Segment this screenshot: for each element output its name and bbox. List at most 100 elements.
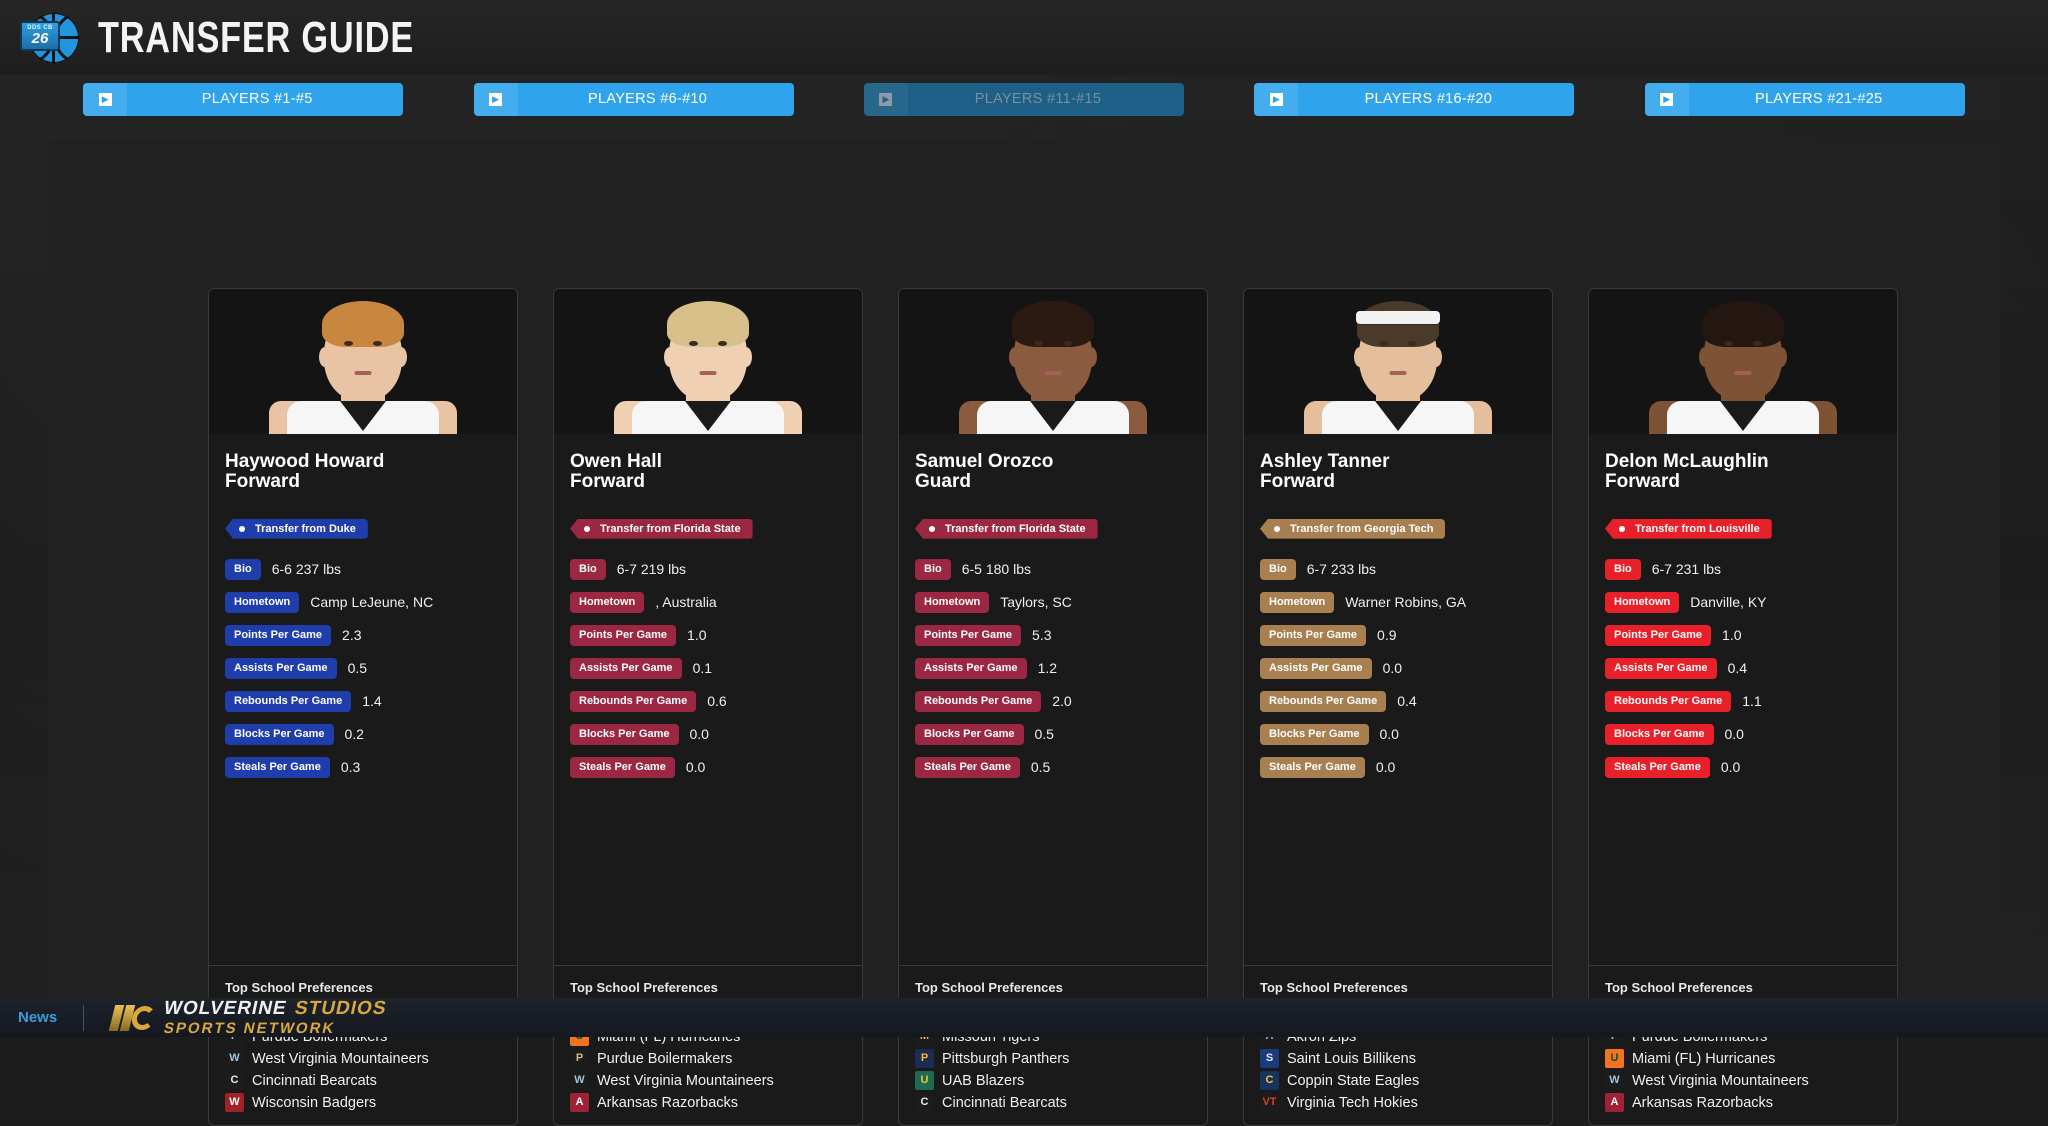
stat-label-assists: Assists Per Game — [570, 658, 682, 679]
school-name: Miami (FL) Hurricanes — [1632, 1051, 1775, 1067]
footer-brand-word2: STUDIOS — [293, 998, 389, 1020]
stat-label-rebounds: Rebounds Per Game — [1260, 691, 1386, 712]
stat-value-blocks: 0.0 — [1380, 726, 1399, 742]
stat-label-rebounds: Rebounds Per Game — [915, 691, 1041, 712]
logo-year-text: 26 — [32, 31, 49, 46]
player-portrait — [899, 289, 1207, 434]
stat-value-points: 1.0 — [1722, 627, 1741, 643]
transfer-label: Transfer from Georgia Tech — [1290, 523, 1433, 535]
westvirginia-logo: W — [570, 1071, 589, 1090]
tab-players-range-2[interactable]: ▶PLAYERS #6-#10 — [474, 83, 794, 116]
transfer-label: Transfer from Florida State — [945, 523, 1086, 535]
stat-label-hometown: Hometown — [1260, 592, 1334, 613]
school-preference-item[interactable]: AArkansas Razorbacks — [570, 1093, 846, 1112]
school-preference-item[interactable]: WWisconsin Badgers — [225, 1093, 501, 1112]
stat-value-points: 1.0 — [687, 627, 706, 643]
stat-value-steals: 0.5 — [1031, 759, 1050, 775]
school-name: West Virginia Mountaineers — [597, 1073, 774, 1089]
tab-label: PLAYERS #16-#20 — [1298, 91, 1574, 107]
school-name: Arkansas Razorbacks — [597, 1095, 738, 1111]
footer-brand-word1: WOLVERINE — [162, 998, 289, 1020]
school-name: Pittsburgh Panthers — [942, 1051, 1069, 1067]
bullet-dot-icon — [239, 526, 245, 532]
tab-players-range-3[interactable]: ▶PLAYERS #11-#15 — [864, 83, 1184, 116]
stat-label-points: Points Per Game — [915, 625, 1021, 646]
stat-value-assists: 0.5 — [348, 660, 367, 676]
stat-value-blocks: 0.0 — [690, 726, 709, 742]
prefs-heading: Top School Preferences — [1605, 980, 1881, 995]
stat-label-hometown: Hometown — [1605, 592, 1679, 613]
stat-label-points: Points Per Game — [1605, 625, 1711, 646]
stat-value-points: 2.3 — [342, 627, 361, 643]
play-arrow-icon: ▶ — [864, 83, 908, 116]
page-title: TRANSFER GUIDE — [98, 13, 414, 63]
logo-year-badge: DDS CB 26 — [20, 21, 60, 51]
stat-value-hometown: , Australia — [655, 594, 716, 610]
player-position: Forward — [1260, 472, 1536, 492]
bullet-dot-icon — [1274, 526, 1280, 532]
school-preference-item[interactable]: VT Virginia Tech Hokies — [1260, 1093, 1536, 1112]
tab-players-range-5[interactable]: ▶PLAYERS #21-#25 — [1645, 83, 1965, 116]
transfer-label: Transfer from Florida State — [600, 523, 741, 535]
tab-players-range-4[interactable]: ▶PLAYERS #16-#20 — [1254, 83, 1574, 116]
stat-label-steals: Steals Per Game — [915, 757, 1020, 778]
player-name: Delon McLaughlin — [1605, 452, 1881, 472]
school-name: Virginia Tech Hokies — [1287, 1095, 1418, 1111]
player-name: Samuel Orozco — [915, 452, 1191, 472]
tab-label: PLAYERS #1-#5 — [127, 91, 403, 107]
footer-news-link[interactable]: News — [10, 1009, 57, 1026]
stat-value-hometown: Taylors, SC — [1000, 594, 1072, 610]
transfer-badge: Transfer from Duke — [225, 519, 368, 539]
tab-players-range-1[interactable]: ▶PLAYERS #1-#5 — [83, 83, 403, 116]
stat-label-assists: Assists Per Game — [1605, 658, 1717, 679]
bullet-dot-icon — [584, 526, 590, 532]
arkansas-logo: A — [1605, 1093, 1624, 1112]
stat-label-rebounds: Rebounds Per Game — [1605, 691, 1731, 712]
stat-value-blocks: 0.0 — [1725, 726, 1744, 742]
vatech-logo: VT — [1260, 1093, 1279, 1112]
player-name: Haywood Howard — [225, 452, 501, 472]
school-preference-item[interactable]: AArkansas Razorbacks — [1605, 1093, 1881, 1112]
stat-value-bio: 6-7 231 lbs — [1652, 561, 1721, 577]
tab-label: PLAYERS #21-#25 — [1689, 91, 1965, 107]
school-name: UAB Blazers — [942, 1073, 1024, 1089]
purdue-logo: P — [570, 1049, 589, 1068]
stat-label-bio: Bio — [570, 559, 606, 580]
wisconsin-logo: W — [225, 1093, 244, 1112]
school-preference-item[interactable]: W West Virginia Mountaineers — [570, 1071, 846, 1090]
transfer-label: Transfer from Louisville — [1635, 523, 1760, 535]
stat-label-bio: Bio — [1605, 559, 1641, 580]
stat-label-steals: Steals Per Game — [1605, 757, 1710, 778]
